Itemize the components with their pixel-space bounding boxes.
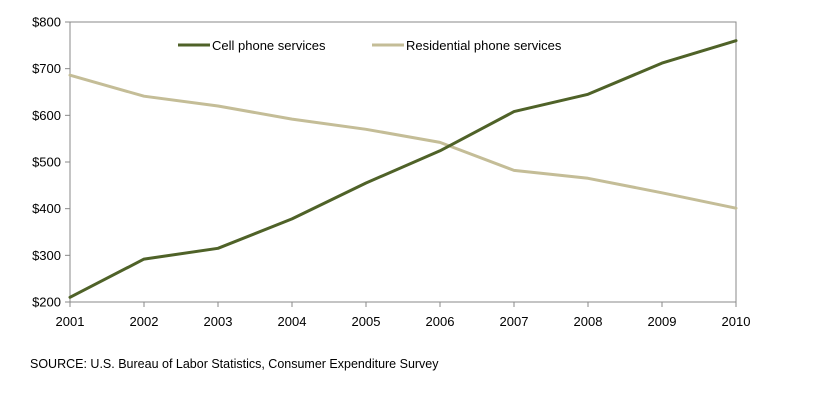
x-tick-label: 2007	[500, 314, 529, 329]
legend: Cell phone services Residential phone ser…	[178, 38, 562, 53]
x-tick-label: 2006	[426, 314, 455, 329]
x-tick-label: 2002	[130, 314, 159, 329]
plot-border	[69, 21, 737, 303]
y-tick-label: $500	[32, 155, 61, 170]
y-tick-label: $600	[32, 108, 61, 123]
x-tick-label: 2010	[722, 314, 751, 329]
legend-item-cell-phone: Cell phone services	[178, 38, 326, 53]
plot-area	[69, 21, 737, 303]
series-line-cell-phone	[68, 39, 738, 299]
y-tick-label: $800	[32, 15, 61, 30]
x-tick-label: 2008	[574, 314, 603, 329]
y-axis: $200 $300 $400 $500 $600 $700 $800	[32, 15, 70, 310]
series-line-residential-phone	[68, 73, 738, 210]
x-tick-label: 2005	[352, 314, 381, 329]
x-tick-label: 2009	[648, 314, 677, 329]
y-tick-label: $400	[32, 201, 61, 216]
series-lines	[68, 39, 738, 299]
x-tick-label: 2004	[278, 314, 307, 329]
x-tick-label: 2003	[204, 314, 233, 329]
x-axis: 2001 2002 2003 2004 2005 2006 2007 2008 2009 2010	[56, 302, 751, 329]
x-tick-label: 2001	[56, 314, 85, 329]
y-tick-label: $300	[32, 248, 61, 263]
legend-label: Residential phone services	[406, 38, 562, 53]
source-note: SOURCE: U.S. Bureau of Labor Statistics,…	[30, 357, 439, 371]
y-tick-label: $700	[32, 61, 61, 76]
legend-item-residential-phone: Residential phone services	[372, 38, 562, 53]
legend-label: Cell phone services	[212, 38, 326, 53]
y-tick-label: $200	[32, 295, 61, 310]
